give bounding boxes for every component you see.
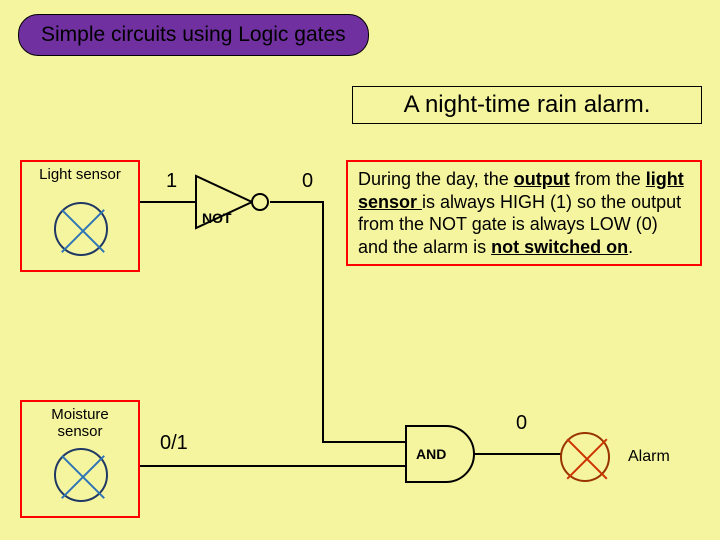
wire <box>140 201 195 203</box>
moisture-sensor-box: Moisture sensor <box>20 400 140 518</box>
light-sensor-box: Light sensor <box>20 160 140 272</box>
desc-mid1: from the <box>570 169 646 189</box>
wire <box>140 465 406 467</box>
wire <box>322 201 324 443</box>
not-gate <box>194 174 286 237</box>
and-gate-label: AND <box>416 446 446 462</box>
moisture-value: 0/1 <box>160 432 188 455</box>
alarm-icon <box>560 432 610 482</box>
desc-pre1: During the day, the <box>358 169 514 189</box>
subtitle-box: A night-time rain alarm. <box>352 86 702 124</box>
subtitle-text: A night-time rain alarm. <box>404 91 651 118</box>
desc-u1: output <box>514 169 570 189</box>
and-output-value: 0 <box>516 412 527 435</box>
light-sensor-label: Light sensor <box>22 166 138 183</box>
desc-end: . <box>628 237 633 257</box>
description-box: During the day, the output from the ligh… <box>346 160 702 266</box>
alarm-label: Alarm <box>628 448 670 466</box>
not-input-value: 1 <box>166 170 177 193</box>
moisture-sensor-icon <box>54 448 108 502</box>
wire <box>270 201 324 203</box>
wire <box>322 441 406 443</box>
light-sensor-icon <box>54 202 108 256</box>
moisture-sensor-label-1: Moisture <box>22 406 138 423</box>
title-text: Simple circuits using Logic gates <box>41 23 346 46</box>
wire <box>474 453 562 455</box>
desc-u3: not switched on <box>491 237 628 257</box>
title-pill: Simple circuits using Logic gates <box>18 14 369 56</box>
not-output-value: 0 <box>302 170 313 193</box>
moisture-sensor-label-2: sensor <box>22 423 138 440</box>
not-gate-label: NOT <box>202 210 232 226</box>
